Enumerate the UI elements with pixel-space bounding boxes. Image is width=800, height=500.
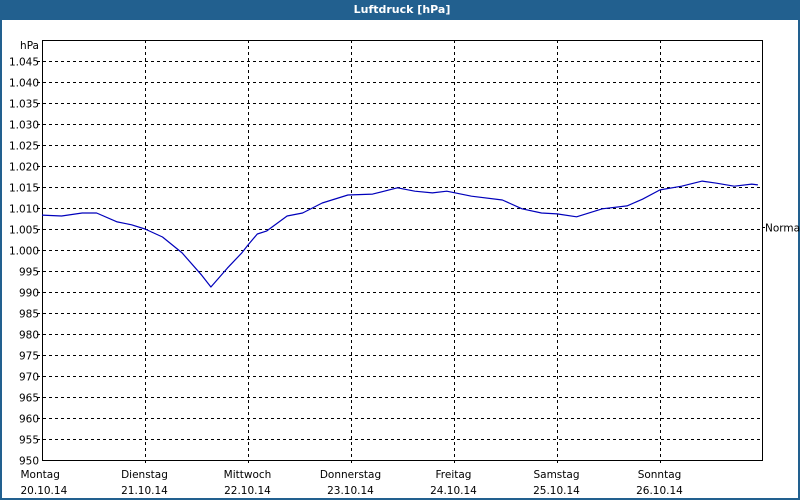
x-tick-date: 21.10.14 [121,485,168,497]
y-tick-label: 1.000 [9,246,39,258]
normal-label: Normal [765,223,800,235]
y-tick-label: 1.045 [9,57,39,69]
plot-frame [42,40,763,461]
x-axis: Montag 20.10.14 Dienstag 21.10.14 Mittwoch 22… [21,40,683,497]
y-tick-label: 950 [19,456,39,468]
x-tick-day: Dienstag [121,469,168,481]
y-tick-label: 995 [19,267,39,279]
window-title: Luftdruck [hPa] [353,3,451,16]
y-tick-label: 1.015 [9,183,39,195]
y-tick-label: 975 [19,351,39,363]
y-tick-label: 960 [19,414,39,426]
x-tick-date: 22.10.14 [224,485,271,497]
y-tick-label: 1.040 [9,78,39,90]
y-tick-label: 985 [19,309,39,321]
y-tick-label: 970 [19,372,39,384]
x-tick-date: 20.10.14 [21,485,68,497]
y-tick-label: 1.025 [9,141,39,153]
x-tick-date: 26.10.14 [636,485,683,497]
y-tick-label: 1.020 [9,162,39,174]
y-tick-label: 1.010 [9,204,39,216]
x-tick-day: Donnerstag [320,469,381,481]
x-tick-day: Montag [21,469,60,481]
x-tick-day: Sonntag [638,469,682,481]
y-tick-label: 965 [19,393,39,405]
y-tick-label: 990 [19,288,39,300]
y-tick-label: 955 [19,435,39,447]
x-tick-date: 25.10.14 [533,485,580,497]
x-tick-day: Samstag [533,469,579,481]
x-tick-date: 24.10.14 [430,485,477,497]
y-tick-label: 1.030 [9,120,39,132]
x-tick-day: Freitag [436,469,472,481]
y-axis: 1.045 1.040 1.035 1.030 1.025 1.020 1.015 1.010… [9,40,762,468]
y-axis-unit: hPa [20,40,39,52]
y-tick-label: 1.005 [9,225,39,237]
x-tick-date: 23.10.14 [327,485,374,497]
title-bar: Luftdruck [hPa] [2,0,800,20]
pressure-line [41,180,758,288]
x-tick-day: Mittwoch [224,469,272,481]
y-tick-label: 980 [19,330,39,342]
y-tick-label: 1.035 [9,99,39,111]
